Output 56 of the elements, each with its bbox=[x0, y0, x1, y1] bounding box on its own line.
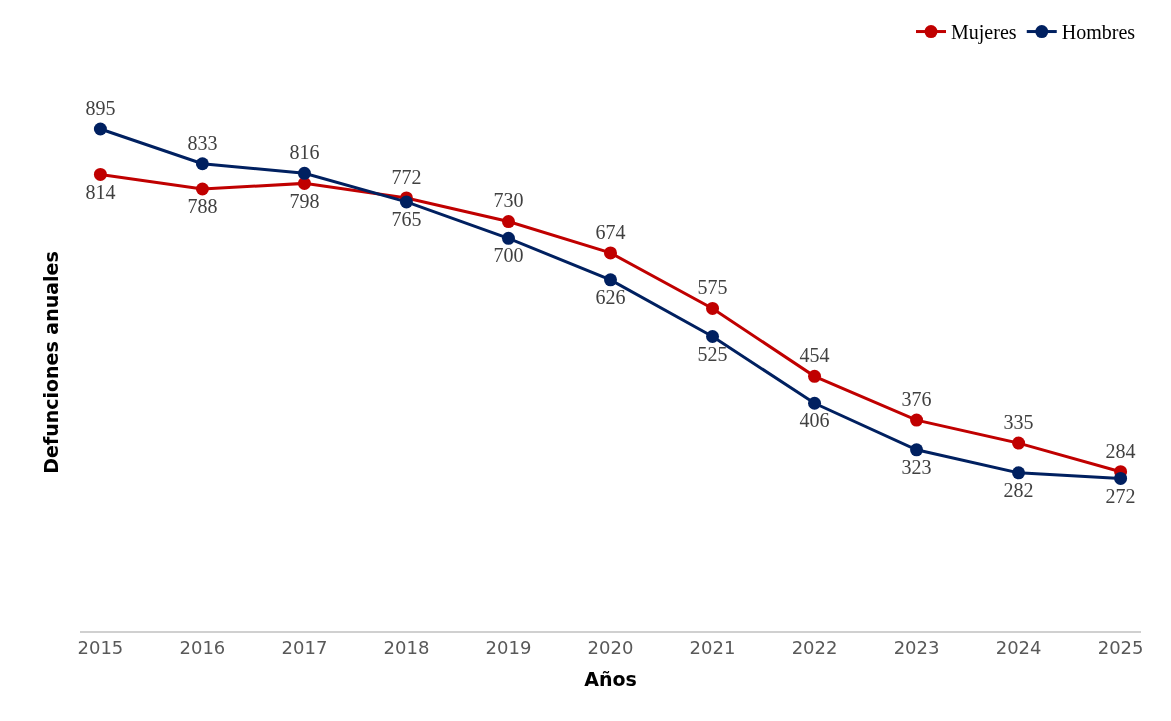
point bbox=[1012, 436, 1026, 450]
data-label: 895 bbox=[85, 96, 116, 119]
data-label: 788 bbox=[187, 195, 218, 218]
x-tick-label: 2020 bbox=[587, 637, 634, 659]
x-tick-label: 2021 bbox=[689, 637, 736, 659]
data-label: 454 bbox=[799, 344, 830, 367]
data-label: 272 bbox=[1105, 484, 1136, 507]
x-tick-label: 2018 bbox=[383, 637, 430, 659]
point bbox=[604, 273, 617, 287]
x-tick-label: 2023 bbox=[893, 637, 940, 659]
data-label: 814 bbox=[85, 180, 116, 203]
x-tick-label: 2016 bbox=[179, 637, 226, 659]
legend-label: Hombres bbox=[1061, 21, 1136, 44]
x-tick-label: 2017 bbox=[281, 637, 328, 659]
data-label: 798 bbox=[289, 189, 320, 212]
data-label: 816 bbox=[289, 141, 320, 164]
data-label: 284 bbox=[1105, 439, 1136, 462]
point bbox=[706, 301, 720, 315]
point bbox=[501, 215, 515, 229]
point bbox=[501, 231, 515, 245]
point bbox=[808, 369, 822, 383]
point bbox=[93, 122, 107, 136]
point bbox=[93, 167, 107, 181]
x-tick-label: 2024 bbox=[995, 637, 1042, 659]
point bbox=[808, 396, 822, 410]
data-label: 525 bbox=[697, 342, 728, 365]
data-label: 626 bbox=[595, 285, 626, 308]
point bbox=[195, 182, 209, 196]
data-label: 772 bbox=[391, 165, 422, 188]
data-label: 282 bbox=[1003, 478, 1034, 501]
point bbox=[399, 195, 413, 209]
data-label: 376 bbox=[901, 387, 932, 410]
point bbox=[604, 246, 617, 260]
point bbox=[706, 330, 720, 344]
data-label: 335 bbox=[1003, 410, 1034, 433]
x-tick-label: 2015 bbox=[77, 637, 124, 659]
point bbox=[910, 443, 924, 457]
data-label: 730 bbox=[493, 189, 524, 212]
data-label: 833 bbox=[187, 131, 218, 154]
point bbox=[195, 157, 209, 171]
point bbox=[1114, 471, 1128, 485]
x-tick-label: 2019 bbox=[485, 637, 532, 659]
point bbox=[910, 413, 924, 427]
x-tick-label: 2022 bbox=[791, 637, 838, 659]
data-label: 765 bbox=[391, 208, 422, 231]
data-label: 406 bbox=[799, 409, 830, 432]
y-axis-title: Defunciones anuales bbox=[39, 251, 62, 474]
data-label: 575 bbox=[697, 276, 728, 299]
point bbox=[297, 166, 311, 180]
data-label: 323 bbox=[901, 455, 932, 478]
x-tick-label: 2025 bbox=[1097, 637, 1144, 659]
legend-label: Mujeres bbox=[951, 21, 1017, 45]
data-label: 674 bbox=[595, 220, 626, 243]
x-axis-title: Años bbox=[584, 667, 637, 690]
point bbox=[1012, 466, 1026, 480]
data-label: 700 bbox=[493, 244, 524, 267]
